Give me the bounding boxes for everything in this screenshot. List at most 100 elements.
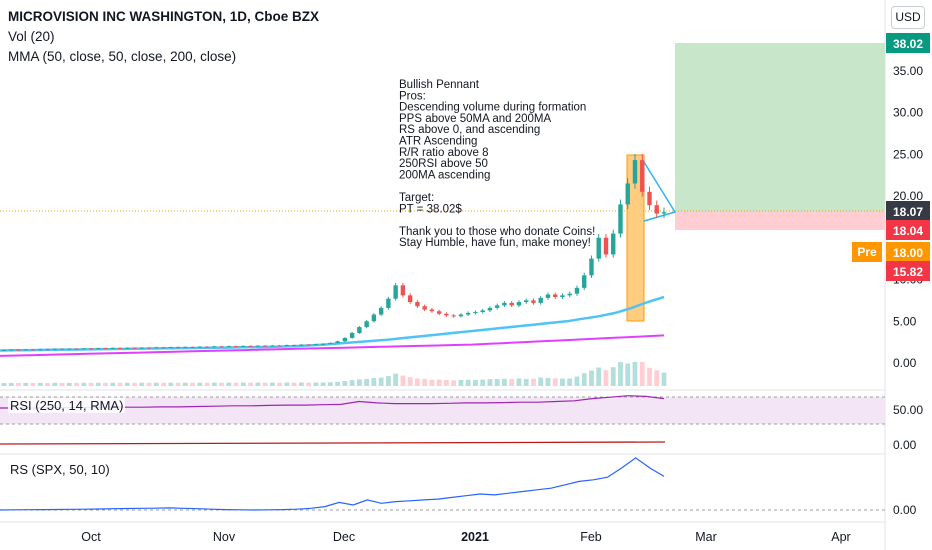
price-tag <box>886 261 930 281</box>
volume-bar <box>146 382 152 386</box>
volume-bar <box>153 382 159 386</box>
volume-bar <box>88 382 94 386</box>
candle-body <box>320 343 326 345</box>
volume-bar <box>385 376 391 386</box>
candle-body <box>494 305 500 308</box>
candle-body <box>357 327 362 333</box>
rs-line <box>0 457 665 511</box>
mma50-path <box>0 295 665 352</box>
candle-body <box>241 345 246 347</box>
volume-bar <box>516 378 522 386</box>
candle-body <box>378 307 384 315</box>
volume-bar <box>298 382 304 386</box>
volume-bar <box>16 382 21 386</box>
candle-body <box>545 294 551 298</box>
price-tags: 38.02 18.07 18.04 18.00 15.82 <box>886 33 930 281</box>
candle-body <box>255 345 261 347</box>
pennant-box <box>626 154 645 322</box>
volume-bar <box>349 380 355 386</box>
annotation-line: Thank you to those who donate Coins! <box>399 226 595 238</box>
candle-body <box>393 285 398 299</box>
mma200-path <box>0 334 665 357</box>
candle-body <box>284 345 290 347</box>
volume-bar <box>81 382 87 386</box>
annotation-line: 250RSI above 50 <box>399 158 488 170</box>
volume-bar <box>473 380 478 386</box>
currency-button[interactable]: USD <box>891 6 925 29</box>
volume-bar <box>552 378 558 386</box>
candle-body <box>422 306 427 310</box>
candle-body <box>596 237 601 259</box>
annotation-line: Stay Humble, have fun, make money! <box>399 237 591 249</box>
volume-bar <box>538 377 544 386</box>
volume-bar <box>226 382 232 386</box>
candle-body <box>139 347 145 349</box>
volume-bar <box>371 378 377 386</box>
candle-body <box>212 346 217 348</box>
candle-body <box>531 300 536 303</box>
candle-body <box>654 205 659 214</box>
rs-tick-0: 0.00 <box>893 503 917 517</box>
candle-body <box>291 345 297 347</box>
volume-bar <box>364 378 370 386</box>
volume-bars <box>1 362 667 386</box>
candle-body <box>9 349 14 351</box>
candle-body <box>16 349 21 351</box>
candle-body <box>640 160 645 192</box>
volume-bar <box>204 382 210 386</box>
volume-bar <box>654 370 660 386</box>
candle-body <box>219 346 224 348</box>
rsi-pane-label: RSI (250, 14, RMA) <box>8 398 126 413</box>
candle-body <box>632 160 638 184</box>
volume-bar <box>509 378 515 386</box>
candle-body <box>444 313 449 316</box>
candle-body <box>59 348 65 350</box>
annotation-line <box>399 181 402 193</box>
candle-body <box>553 294 558 298</box>
candle-body <box>233 346 239 348</box>
volume-bar <box>589 370 594 386</box>
volume-bar <box>110 382 116 386</box>
mma-legend: MMA (50, close, 50, close, 200, close) <box>8 49 237 64</box>
volume-bar <box>342 381 348 386</box>
volume-bar <box>291 382 297 386</box>
volume-bar <box>581 373 587 386</box>
volume-bar <box>639 362 645 386</box>
volume-bar <box>1 382 7 386</box>
candle-body <box>618 204 623 234</box>
candle-body <box>248 345 253 347</box>
annotation-line: PT = 38.02$ <box>399 203 462 215</box>
volume-bar <box>444 379 449 386</box>
price-tag-label: 18.00 <box>893 246 923 260</box>
time-tick-label: Apr <box>831 530 850 544</box>
candle-body <box>306 344 311 346</box>
volume-bar <box>378 377 384 386</box>
price-tick-label: 30.00 <box>893 106 923 120</box>
volume-bar <box>480 379 486 386</box>
volume-bar <box>487 379 493 386</box>
candle-body <box>23 349 28 351</box>
candle-body <box>487 307 493 311</box>
volume-bar <box>545 377 551 386</box>
volume-bar <box>320 382 326 386</box>
volume-bar <box>66 382 72 386</box>
annotation-line: PPS above 50MA and 200MA <box>399 113 551 125</box>
candle-body <box>386 298 391 308</box>
price-tick-label: 25.00 <box>893 147 923 161</box>
volume-bar <box>407 377 413 386</box>
annotation-line: R/R ratio above 8 <box>399 147 489 159</box>
candle-body <box>625 183 630 205</box>
volume-bar <box>313 382 319 386</box>
time-tick-label: 2021 <box>461 530 489 544</box>
candle-body <box>96 348 101 350</box>
candle-body <box>74 348 79 350</box>
rsi-baseline <box>0 441 666 445</box>
candle-body <box>190 346 195 348</box>
volume-bar <box>95 382 101 386</box>
candle-body <box>516 302 522 306</box>
candle-body <box>509 302 514 306</box>
candle-body <box>270 345 275 347</box>
candle-body <box>183 346 188 348</box>
volume-bar <box>175 382 181 386</box>
